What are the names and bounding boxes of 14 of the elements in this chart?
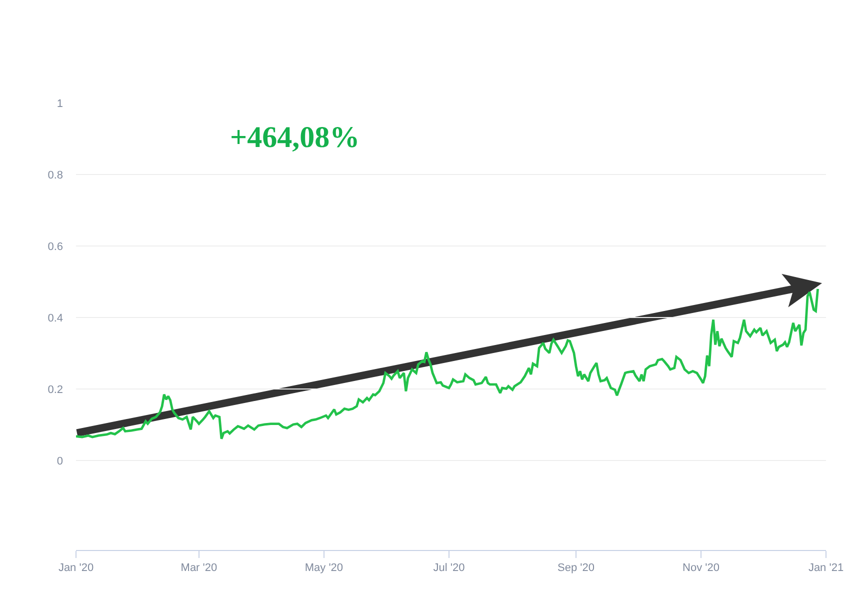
y-tick-label: 0.8 [48, 169, 63, 182]
x-tick-label: Jul '20 [433, 562, 465, 574]
annotation: +464,08% [230, 121, 360, 154]
y-tick-label: 0 [56, 455, 63, 468]
x-tick-label: Nov '20 [682, 562, 720, 574]
y-tick-label: 0.2 [48, 384, 63, 396]
x-tick-label: Jan '20 [58, 562, 94, 574]
y-tick-label: 0.4 [48, 312, 63, 324]
x-tick-label: Mar '20 [180, 562, 218, 574]
y-tick-label: 1 [56, 98, 63, 110]
x-tick-label: Jan '21 [808, 562, 844, 574]
x-tick-label: Sep '20 [558, 562, 594, 574]
y-tick-label: 0.6 [48, 240, 63, 253]
x-tick-label: May '20 [304, 562, 344, 574]
